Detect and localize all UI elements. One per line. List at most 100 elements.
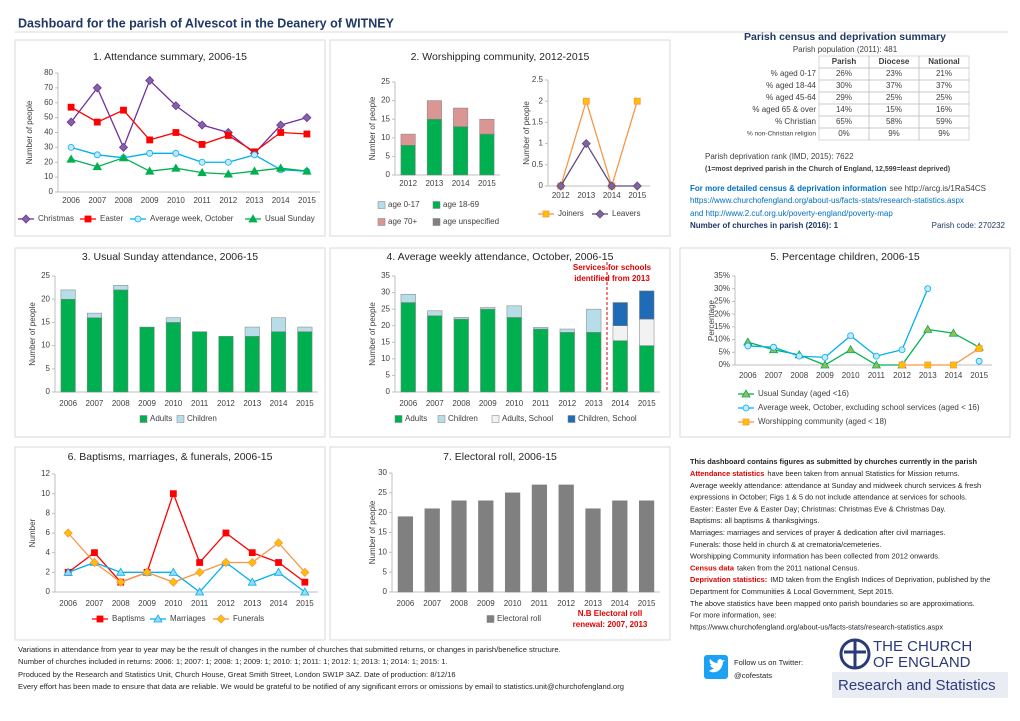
y-tick-label: 0	[386, 170, 391, 179]
logo-icon	[844, 641, 866, 667]
note-link[interactable]: https://www.churchofengland.org/about-us…	[690, 622, 943, 631]
annotation: identified from 2013	[574, 274, 650, 283]
point	[93, 118, 101, 126]
y-tick-label: 80	[44, 68, 53, 77]
bar	[453, 318, 469, 393]
y-tick-label: 10	[378, 547, 387, 556]
twitter-label: Follow us on Twitter:	[734, 658, 803, 667]
point	[171, 101, 181, 111]
point	[923, 324, 933, 333]
x-tick-label: 2012	[219, 196, 237, 205]
census-link[interactable]: and http://www.2.cuf.org.uk/poverty-engl…	[690, 209, 893, 218]
x-tick-label: 2008	[790, 371, 808, 380]
legend-marker	[742, 418, 750, 426]
point	[821, 353, 829, 361]
note-text: Baptisms: all baptisms & thanksgivings.	[690, 516, 819, 525]
more-info: For more detailed census & deprivation i…	[690, 184, 986, 193]
logo-text: THE CHURCH	[873, 638, 972, 655]
y-tick-label: 25	[378, 488, 387, 497]
census-link[interactable]: https://www.churchofengland.org/about-us…	[690, 196, 964, 205]
x-tick-label: 2011	[531, 599, 549, 608]
census-title: Parish census and deprivation summary	[744, 31, 946, 43]
bar	[397, 516, 414, 593]
point	[146, 136, 154, 144]
deprivation-note: (1=most deprived parish in the Church of…	[705, 166, 950, 173]
bar	[531, 484, 548, 593]
x-tick-label: 2012	[558, 399, 576, 408]
bar	[585, 508, 601, 593]
x-tick-label: 2009	[138, 399, 156, 408]
x-tick-label: 2011	[868, 371, 886, 380]
x-tick-label: 2011	[532, 399, 550, 408]
bar	[400, 133, 416, 146]
footer-text: Produced by the Research and Statistics …	[18, 670, 456, 679]
legend-label: Marriages	[170, 614, 206, 623]
chart-title: 7. Electoral roll, 2006-15	[443, 451, 557, 463]
more-info-lead: For more detailed census & deprivation i…	[690, 184, 887, 193]
point	[168, 567, 179, 576]
point	[924, 285, 932, 293]
point	[224, 158, 232, 166]
legend-label: Leavers	[612, 209, 640, 218]
bar	[271, 317, 287, 332]
table-cell-text: 59%	[936, 117, 952, 126]
x-tick-label: 2007	[86, 399, 104, 408]
legend-label: Worshipping community (aged < 18)	[758, 417, 887, 426]
legend-swatch	[377, 218, 386, 226]
bar	[165, 322, 181, 393]
bar	[479, 133, 495, 176]
point	[66, 154, 76, 163]
legend-marker	[542, 210, 550, 218]
point	[197, 167, 207, 177]
y-tick-label: 20	[44, 157, 53, 166]
legend-label: age 70+	[388, 217, 417, 226]
x-tick-label: 2010	[167, 196, 185, 205]
point	[898, 361, 906, 369]
y-tick-label: 4	[46, 548, 51, 557]
y-tick-label: 5	[386, 371, 391, 380]
bar	[506, 305, 522, 318]
table-cell-text: 9%	[888, 129, 900, 138]
table-cell-text: 23%	[886, 69, 902, 78]
point	[196, 559, 204, 566]
y-tick-label: 30	[381, 288, 390, 297]
note-line: Attendance statistics have been taken fro…	[690, 469, 960, 478]
legend-label: Average week, October	[150, 214, 234, 223]
point	[744, 342, 752, 350]
legend-label: Joiners	[558, 209, 584, 218]
x-tick-label: 2008	[112, 599, 130, 608]
point	[924, 361, 932, 369]
point	[301, 578, 309, 586]
legend-marker	[21, 214, 31, 224]
x-tick-label: 2010	[842, 371, 860, 380]
bar	[586, 308, 602, 333]
point	[871, 360, 882, 369]
note-line: Census data taken from the 2011 national …	[690, 563, 859, 572]
table-row-label: % non-Christian religion	[747, 131, 816, 138]
bar	[400, 293, 416, 303]
point	[302, 166, 312, 175]
bar	[218, 336, 234, 393]
bar	[586, 332, 602, 393]
x-tick-label: 2013	[577, 191, 595, 200]
x-tick-label: 2012	[399, 179, 417, 188]
point	[247, 557, 257, 568]
point	[845, 344, 856, 354]
x-tick-label: 2009	[141, 196, 159, 205]
y-tick-label: 10	[381, 133, 390, 142]
y-tick-label: 40	[44, 128, 53, 137]
footer-text: Variations in attendance from year to ye…	[18, 645, 561, 654]
point	[67, 143, 75, 151]
point	[950, 361, 957, 369]
y-tick-label: 0	[539, 181, 544, 190]
census-population: Parish population (2011): 481	[793, 45, 898, 54]
panel	[679, 247, 1011, 438]
y-tick-label: 8	[46, 508, 51, 517]
footer-text: Every effort has been made to ensure tha…	[18, 682, 624, 691]
y-tick-label: 1	[539, 139, 544, 148]
x-tick-label: 2007	[423, 599, 441, 608]
x-tick-label: 2014	[452, 179, 470, 188]
x-tick-label: 2012	[557, 599, 575, 608]
x-tick-label: 2011	[193, 196, 211, 205]
table-cell-text: 9%	[938, 129, 950, 138]
